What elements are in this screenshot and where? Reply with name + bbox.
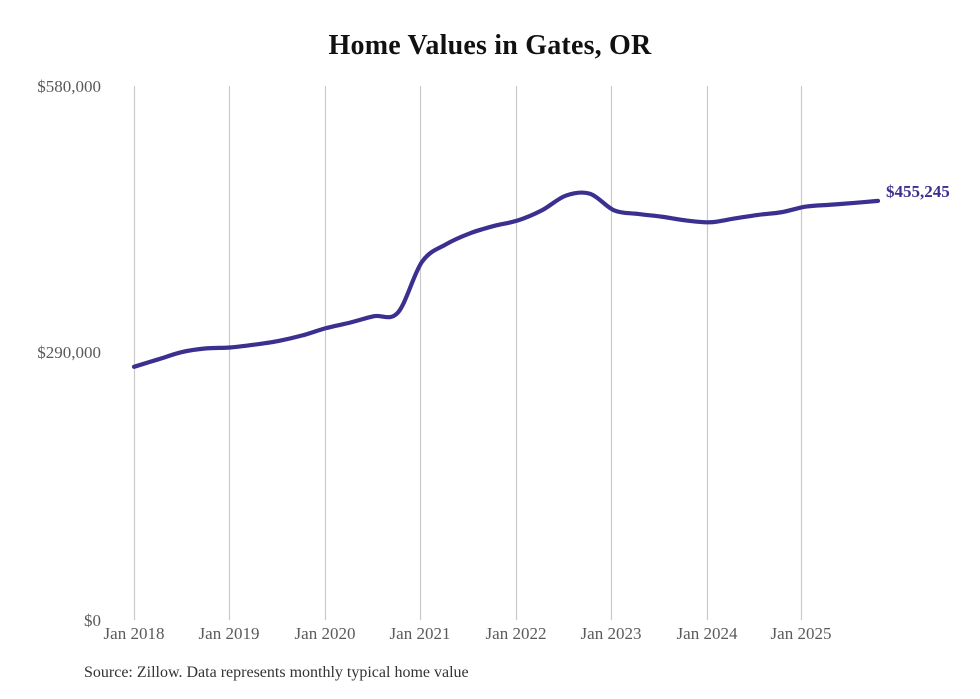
x-tick-label-jan-2019: Jan 2019 <box>198 624 260 643</box>
x-tick-label-jan-2025: Jan 2025 <box>770 624 832 643</box>
vertical-gridlines <box>133 86 803 620</box>
series-end-value-label: $455,245 <box>886 182 950 201</box>
source-note: Source: Zillow. Data represents monthly … <box>84 664 469 681</box>
x-tick-label-jan-2018: Jan 2018 <box>103 624 165 643</box>
chart-title: Home Values in Gates, OR <box>328 30 652 61</box>
x-tick-label-jan-2022: Jan 2022 <box>485 624 547 643</box>
x-tick-label-jan-2024: Jan 2024 <box>676 624 738 643</box>
x-tick-label-jan-2020: Jan 2020 <box>294 624 356 643</box>
x-tick-label-jan-2023: Jan 2023 <box>580 624 642 643</box>
y-tick-label-0: $0 <box>84 611 101 630</box>
y-tick-label-580000: $580,000 <box>37 77 101 96</box>
y-tick-label-290000: $290,000 <box>37 343 101 362</box>
x-tick-label-jan-2021: Jan 2021 <box>389 624 451 643</box>
series-line-typical-home-value <box>131 190 881 369</box>
